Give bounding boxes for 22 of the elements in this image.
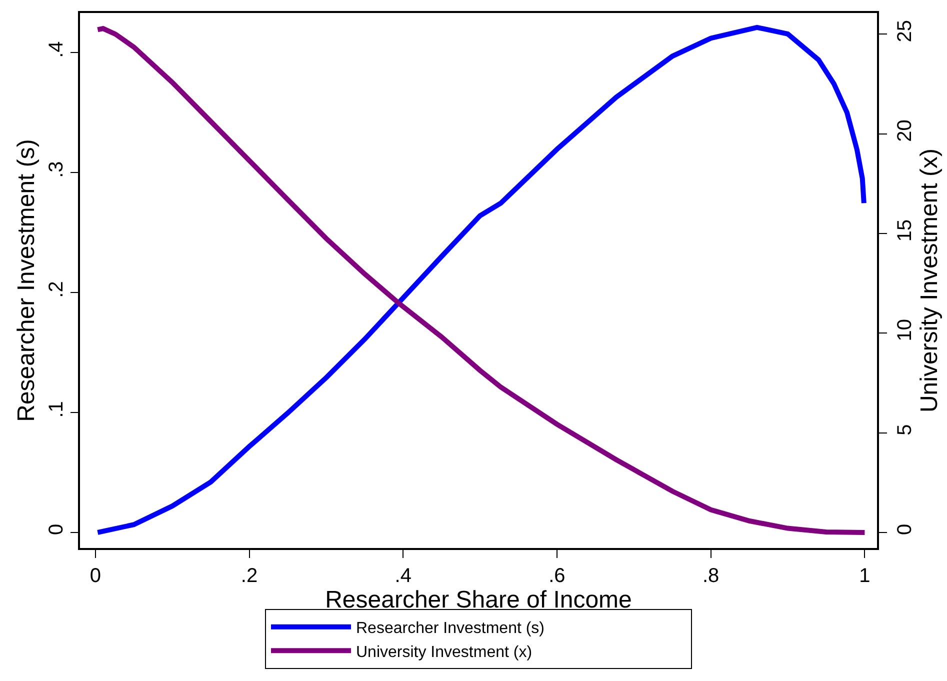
x-tick-label: .2 (240, 564, 258, 587)
y-tick-label: .2 (45, 281, 68, 298)
legend-label: University Investment (x) (356, 644, 532, 661)
y-axis-title: Researcher Investment (s) (12, 139, 40, 422)
legend-label: Researcher Investment (s) (356, 620, 545, 638)
y-tick-label: .4 (45, 41, 68, 58)
x-tick-label: .4 (394, 564, 412, 587)
y2-tick-label: 25 (894, 20, 916, 42)
x-tick-label: 1 (859, 564, 870, 587)
x-tick-label: .6 (548, 564, 566, 587)
x-tick-label: .8 (702, 564, 720, 587)
y2-tick-label: 15 (894, 219, 916, 242)
y2-tick-label: 0 (894, 524, 916, 536)
y-tick-label: 0 (45, 524, 68, 535)
y-tick-label: .1 (45, 401, 68, 418)
y2-axis-title: University Investment (x) (916, 148, 943, 413)
x-tick-label: 0 (90, 564, 101, 587)
x-axis-title: Researcher Share of Income (325, 586, 632, 614)
y2-tick-label: 5 (894, 424, 916, 436)
y2-tick-label: 10 (894, 318, 916, 342)
y2-tick-label: 20 (894, 120, 916, 142)
y-tick-label: .3 (45, 161, 68, 178)
